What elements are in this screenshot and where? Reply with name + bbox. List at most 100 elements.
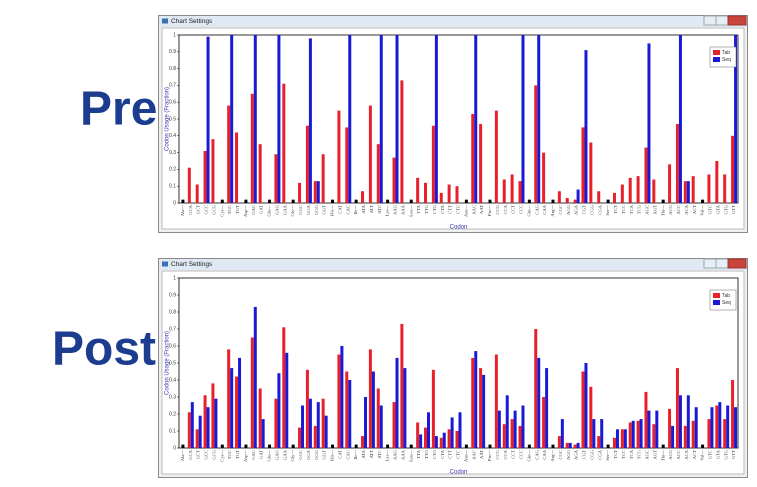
bar <box>235 376 239 448</box>
x-tick-label: AAT <box>479 205 484 214</box>
bar <box>675 368 679 448</box>
x-tick-label: CTC <box>456 205 461 214</box>
x-tick-label: CTT <box>448 205 453 214</box>
bar <box>308 38 312 203</box>
x-tick-label: GCC <box>204 205 209 214</box>
bar <box>557 191 561 203</box>
x-tick-label: TCA <box>629 204 634 214</box>
x-tick-label: GGC <box>298 205 303 215</box>
y-tick-label: 0.9 <box>169 49 176 55</box>
x-tick-label: GCG <box>211 449 216 459</box>
x-axis-label: Codon <box>450 225 468 231</box>
bar <box>678 35 682 203</box>
x-tick-label: GTG <box>723 449 728 459</box>
bar <box>497 410 501 448</box>
bar <box>395 357 399 448</box>
y-tick-label: 0.8 <box>169 309 176 315</box>
y-tick-label: 0.6 <box>169 343 176 349</box>
bar <box>513 410 517 448</box>
bar <box>661 199 665 203</box>
y-tick-label: 1 <box>173 275 176 281</box>
x-tick-label: Arg--- <box>550 450 555 462</box>
x-tick-label: GTT <box>731 450 736 459</box>
x-tick-label: AGC <box>645 450 650 460</box>
bar <box>652 424 656 448</box>
bar <box>534 329 538 448</box>
bar <box>348 35 352 203</box>
bar <box>376 388 380 448</box>
bar <box>321 398 325 448</box>
bar <box>261 419 265 448</box>
x-tick-label: Asn--- <box>463 450 468 462</box>
bar <box>379 35 383 203</box>
close-button[interactable] <box>727 15 747 26</box>
maximize-button[interactable] <box>715 15 729 26</box>
bar <box>361 436 365 448</box>
x-tick-label: CGA <box>597 204 602 214</box>
bar <box>482 374 486 448</box>
x-tick-label: Leu--- <box>408 205 413 217</box>
x-tick-label: CCC <box>519 450 524 459</box>
bar <box>683 181 687 203</box>
bar <box>675 124 679 203</box>
y-axis-label: Codon Usage (Fraction) <box>165 331 171 395</box>
x-tick-label: CCG <box>495 204 500 214</box>
x-tick-label: Thr--- <box>660 450 665 462</box>
bar <box>723 419 727 448</box>
bar <box>521 35 525 203</box>
bar <box>439 437 443 448</box>
x-tick-label: ACT <box>692 450 697 459</box>
bar <box>510 174 514 203</box>
x-tick-label: GCC <box>204 450 209 459</box>
bar <box>354 199 358 203</box>
x-tick-label: Val--- <box>700 205 705 216</box>
minimize-button[interactable] <box>703 15 717 26</box>
bar <box>321 154 325 203</box>
bar <box>364 397 368 448</box>
bar <box>718 402 722 448</box>
bar <box>368 349 372 448</box>
close-button[interactable] <box>727 258 747 269</box>
bar <box>731 380 735 448</box>
bar <box>424 182 428 203</box>
bar <box>395 35 399 203</box>
x-tick-label: ACA <box>684 449 689 459</box>
x-tick-label: Leu--- <box>408 450 413 462</box>
bar <box>386 199 390 203</box>
bar <box>518 425 522 448</box>
bar <box>628 177 632 203</box>
bar <box>581 127 585 203</box>
bar <box>244 444 248 448</box>
minimize-button[interactable] <box>703 258 717 269</box>
bar <box>502 179 506 203</box>
bar <box>464 199 468 203</box>
x-tick-label: Gln--- <box>526 450 531 462</box>
x-axis-label: Codon <box>450 470 468 476</box>
bar <box>606 444 610 448</box>
bar <box>227 349 231 448</box>
bar <box>220 444 224 448</box>
bar <box>258 144 262 203</box>
x-tick-label: Gly--- <box>290 450 295 462</box>
x-tick-label: Asp--- <box>243 205 248 217</box>
y-tick-label: 0.4 <box>169 377 176 383</box>
bar <box>584 363 588 448</box>
bar <box>331 199 335 203</box>
bar <box>623 429 627 448</box>
x-tick-label: AAA <box>400 449 405 460</box>
bar <box>409 199 413 203</box>
y-tick-label: 1 <box>173 32 176 38</box>
x-tick-label: CAC <box>345 450 350 459</box>
bar <box>316 402 320 448</box>
bar <box>686 395 690 448</box>
bar <box>701 199 705 203</box>
bar <box>671 425 675 448</box>
bar <box>340 346 344 448</box>
bar <box>551 199 555 203</box>
x-tick-label: GCG <box>211 204 216 214</box>
bar <box>636 420 640 448</box>
y-tick-label: 0.8 <box>169 66 176 72</box>
bar <box>244 199 248 203</box>
maximize-button[interactable] <box>715 258 729 269</box>
